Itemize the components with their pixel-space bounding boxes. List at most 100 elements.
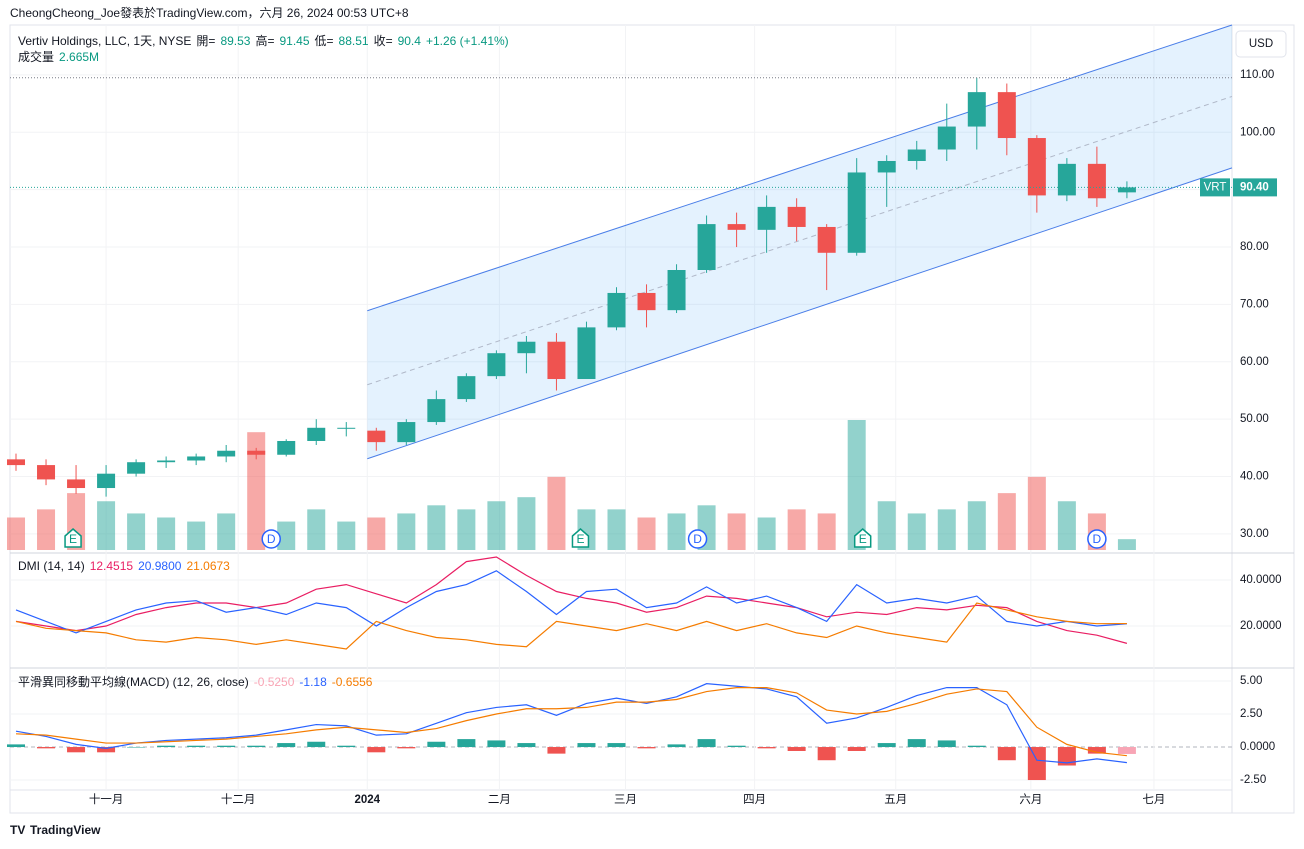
candle-body [247, 450, 266, 455]
histogram-bar [67, 747, 86, 753]
histogram-bar [817, 747, 836, 761]
x-tick-label: 五月 [884, 794, 907, 806]
volume-bar [127, 513, 146, 550]
indicator-value: 21.0673 [186, 559, 230, 573]
indicator-line [15, 570, 1127, 634]
histogram-bar [877, 743, 896, 748]
volume-bar [187, 521, 206, 550]
volume-bar [97, 501, 116, 550]
histogram-bar [577, 743, 596, 748]
candle-body [757, 206, 776, 230]
histogram-bar [307, 741, 326, 748]
histogram-bar [427, 741, 446, 748]
candle-body [397, 422, 416, 443]
candle-body [967, 92, 986, 127]
volume-bar [157, 517, 176, 550]
event-marker [261, 529, 281, 549]
histogram-bar [1027, 747, 1046, 781]
candle-body [457, 376, 476, 400]
indicator-value: -0.6556 [332, 675, 373, 689]
volume-value: 2.665M [59, 50, 99, 64]
candle-body [217, 450, 236, 457]
histogram-bar [547, 747, 566, 754]
candle-body [367, 430, 386, 443]
volume-bar [937, 509, 956, 550]
histogram-bar [607, 743, 626, 748]
symbol-tag [1200, 178, 1230, 197]
volume-bar [637, 517, 656, 550]
indicator-line [15, 602, 1127, 650]
volume-bar [667, 513, 686, 550]
symbol-title: Vertiv Holdings, LLC, 1天, NYSE [18, 34, 191, 48]
ohlc-label: 開= [196, 34, 215, 48]
candle-body [427, 399, 446, 423]
candle-body [307, 427, 326, 441]
histogram-bar [997, 747, 1016, 761]
candle-body [1117, 187, 1136, 193]
candle-body [877, 160, 896, 173]
indicator-title: 平滑異同移動平均線(MACD) (12, 26, close) [18, 674, 249, 689]
histogram-bar [667, 744, 686, 748]
volume-bar [277, 521, 296, 550]
ohlc-label: 高= [255, 33, 274, 48]
candle-body [937, 126, 956, 150]
event-label: D [267, 532, 276, 546]
event-marker [853, 528, 872, 548]
x-tick-label: 十一月 [89, 792, 124, 806]
volume-bar [1027, 476, 1046, 550]
volume-bar [607, 509, 626, 550]
volume-bar [847, 420, 866, 550]
candle-body [277, 440, 296, 455]
volume-bar [397, 513, 416, 550]
candle-body [607, 292, 626, 328]
volume-bar [757, 517, 776, 550]
y-tick-label: 50.00 [1240, 413, 1269, 425]
y-tick-label: 80.00 [1240, 241, 1269, 253]
volume-bar [1057, 501, 1076, 550]
volume-bar [217, 513, 236, 550]
histogram-bar [97, 747, 116, 753]
volume-bar [517, 497, 536, 550]
volume-bar [907, 513, 926, 550]
volume-bar [427, 505, 446, 550]
channel-line [367, 167, 1233, 460]
currency-button[interactable] [1235, 30, 1287, 58]
histogram-bar [967, 745, 986, 748]
brand-logo: TV [10, 823, 25, 837]
histogram-bar [727, 745, 746, 748]
histogram-bar [907, 739, 926, 748]
y-tick-label: 0.0000 [1240, 741, 1275, 753]
candle-body [487, 353, 506, 377]
histogram-bar [37, 747, 56, 749]
y-tick-label: 40.0000 [1240, 574, 1282, 586]
histogram-bar [397, 747, 416, 749]
indicator-line [15, 683, 1127, 764]
x-tick-label: 二月 [488, 794, 511, 806]
brand: TradingView [30, 823, 101, 837]
histogram-bar [157, 745, 176, 748]
volume-bar [967, 501, 986, 550]
candle-body [997, 92, 1016, 139]
histogram-bar [637, 747, 656, 749]
ohlc-label: 收= [374, 34, 393, 48]
candle-body [1027, 138, 1046, 196]
volume-bar [7, 517, 26, 550]
indicator-value: -1.18 [299, 675, 327, 689]
change: +1.26 (+1.41%) [426, 34, 509, 48]
y-tick-label: 20.0000 [1240, 620, 1282, 632]
ohlc-value: 91.45 [279, 34, 309, 48]
volume-bar [367, 517, 386, 550]
event-marker [571, 528, 590, 548]
histogram-bar [847, 747, 866, 751]
event-marker [1087, 529, 1107, 549]
candle-body [67, 479, 86, 489]
histogram-bar [517, 743, 536, 748]
candle-body [127, 462, 146, 474]
histogram-bar [757, 747, 776, 749]
candle-body [337, 427, 356, 429]
candle-body [1087, 163, 1106, 199]
currency[interactable]: USD [1249, 38, 1273, 50]
x-tick-label: 十二月 [221, 792, 256, 806]
volume-bar [247, 432, 266, 550]
